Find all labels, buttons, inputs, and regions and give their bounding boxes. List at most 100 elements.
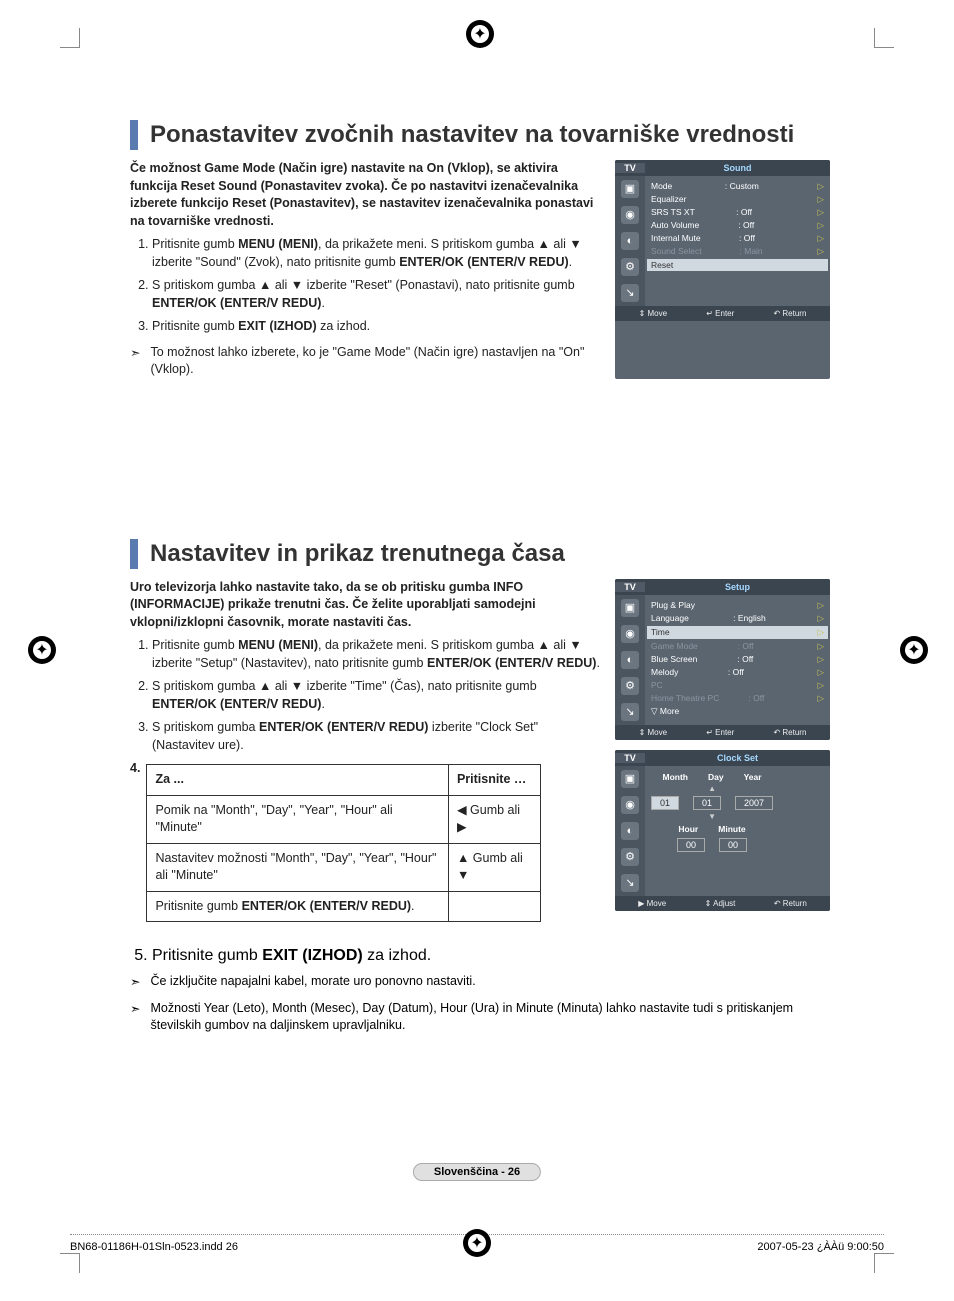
note-arrow-icon: ➣: [130, 974, 140, 992]
clock-value-minute[interactable]: 00: [719, 838, 747, 852]
tv-label: TV: [615, 753, 645, 763]
menu-row[interactable]: Blue Screen: Off▷: [651, 653, 824, 666]
footer-enter: ↵ Enter: [706, 309, 734, 318]
footer-timestamp: 2007-05-23 ¿ÀÀü 9:00:50: [757, 1241, 884, 1253]
registration-mark-bottom: [463, 1229, 491, 1257]
registration-mark-top: [466, 20, 494, 48]
menu-title: Setup: [645, 582, 830, 592]
input-icon: ↘: [621, 874, 639, 892]
channel-icon: ◐: [621, 651, 639, 669]
menu-icon-strip: ▣ ◉ ◐ ⚙ ↘: [615, 595, 645, 725]
menu-footer: ⇕ Move ↵ Enter ↶ Return: [615, 725, 830, 740]
menu-row-highlight[interactable]: Reset: [647, 259, 828, 271]
sound-icon: ◉: [621, 206, 639, 224]
intro-text: Če možnost Game Mode (Način igre) nastav…: [130, 160, 603, 230]
section-clock-set: Nastavitev in prikaz trenutnega časa Uro…: [130, 539, 830, 1035]
arrow-down-icon: ▼: [708, 814, 716, 820]
note-arrow-icon: ➣: [130, 345, 140, 379]
setup-icon: ⚙: [621, 848, 639, 866]
footer-return: ↶ Return: [773, 309, 806, 318]
intro-text: Uro televizorja lahko nastavite tako, da…: [130, 579, 603, 632]
footer-return: ↶ Return: [773, 728, 806, 737]
crop-mark: [60, 28, 80, 48]
menu-title: Sound: [645, 163, 830, 173]
menu-row[interactable]: Sound Select: Main▷: [651, 245, 824, 258]
menu-row[interactable]: Internal Mute: Off▷: [651, 232, 824, 245]
step-item: S pritiskom gumba ▲ ali ▼ izberite "Time…: [152, 678, 603, 713]
clock-label-minute: Minute: [718, 824, 745, 834]
note-text: To možnost lahko izberete, ko je "Game M…: [150, 344, 603, 379]
steps-list-cont: Pritisnite gumb EXIT (IZHOD) za izhod.: [130, 947, 830, 965]
page-number-badge: Slovenščina - 26: [413, 1163, 541, 1181]
footer-adjust: ⇕ Adjust: [705, 899, 736, 908]
tv-menu-sound: TV Sound ▣ ◉ ◐ ⚙ ↘ Mode: Custom▷Equalize…: [615, 160, 830, 379]
sound-icon: ◉: [621, 796, 639, 814]
menu-row[interactable]: Game Mode: Off▷: [651, 640, 824, 653]
table-cell: Nastavitev možnosti "Month", "Day", "Yea…: [147, 843, 449, 891]
menu-footer: ⇕ Move ↵ Enter ↶ Return: [615, 306, 830, 321]
input-icon: ↘: [621, 284, 639, 302]
tv-menu-clock-set: TV Clock Set ▣ ◉ ◐ ⚙ ↘ Mon: [615, 750, 830, 911]
tv-menu-setup: TV Setup ▣ ◉ ◐ ⚙ ↘ Plug & Play▷Language:…: [615, 579, 830, 740]
footer-filename: BN68-01186H-01Sln-0523.indd 26: [70, 1241, 238, 1253]
arrow-up-icon: ▲: [708, 786, 716, 792]
note-text: Če izključite napajalni kabel, morate ur…: [150, 973, 475, 992]
menu-row[interactable]: Mode: Custom▷: [651, 180, 824, 193]
menu-footer: ▶ Move ⇕ Adjust ↶ Return: [615, 896, 830, 911]
title-accent: [130, 120, 138, 150]
step-item: S pritiskom gumba ENTER/OK (ENTER/V REDU…: [152, 719, 603, 754]
clock-value-year[interactable]: 2007: [735, 796, 773, 810]
menu-icon-strip: ▣ ◉ ◐ ⚙ ↘: [615, 766, 645, 896]
menu-row[interactable]: Language: English▷: [651, 612, 824, 625]
section-title: Ponastavitev zvočnih nastavitev na tovar…: [150, 121, 794, 149]
clock-value-hour[interactable]: 00: [677, 838, 705, 852]
footer-move: ⇕ Move: [639, 728, 668, 737]
menu-row[interactable]: Home Theatre PC: Off▷: [651, 692, 824, 705]
table-header: Pritisnite …: [448, 765, 541, 796]
menu-row[interactable]: Time▷: [647, 626, 828, 639]
registration-mark-right: [900, 636, 928, 664]
step-item: Pritisnite gumb MENU (MENI), da prikažet…: [152, 236, 603, 271]
step-item: Pritisnite gumb EXIT (IZHOD) za izhod.: [152, 947, 830, 965]
channel-icon: ◐: [621, 822, 639, 840]
setup-icon: ⚙: [621, 258, 639, 276]
clock-label-year: Year: [744, 772, 762, 782]
footer-return: ↶ Return: [774, 899, 807, 908]
clock-label-month: Month: [663, 772, 689, 782]
menu-row[interactable]: Equalizer▷: [651, 193, 824, 206]
section-title: Nastavitev in prikaz trenutnega časa: [150, 540, 565, 568]
menu-row[interactable]: PC▷: [651, 679, 824, 692]
menu-row[interactable]: Auto Volume: Off▷: [651, 219, 824, 232]
step-item: Pritisnite gumb EXIT (IZHOD) za izhod.: [152, 318, 603, 336]
crop-mark: [874, 28, 894, 48]
footer-move: ▶ Move: [638, 899, 666, 908]
input-icon: ↘: [621, 703, 639, 721]
picture-icon: ▣: [621, 770, 639, 788]
table-cell: ▲ Gumb ali ▼: [448, 843, 541, 891]
table-cell: ◀ Gumb ali ▶: [448, 795, 541, 843]
steps-list: Pritisnite gumb MENU (MENI), da prikažet…: [130, 637, 603, 754]
crop-mark: [60, 1253, 80, 1273]
menu-icon-strip: ▣ ◉ ◐ ⚙ ↘: [615, 176, 645, 306]
table-header: Za ...: [147, 765, 449, 796]
clock-label-day: Day: [708, 772, 724, 782]
step-item: S pritiskom gumba ▲ ali ▼ izberite "Rese…: [152, 277, 603, 312]
clock-value-month[interactable]: 01: [651, 796, 679, 810]
menu-row[interactable]: Melody: Off▷: [651, 666, 824, 679]
sound-icon: ◉: [621, 625, 639, 643]
note-text: Možnosti Year (Leto), Month (Mesec), Day…: [150, 1000, 830, 1035]
clock-value-day[interactable]: 01: [693, 796, 721, 810]
table-cell: Pomik na "Month", "Day", "Year", "Hour" …: [147, 795, 449, 843]
menu-row[interactable]: Plug & Play▷: [651, 599, 824, 612]
picture-icon: ▣: [621, 599, 639, 617]
crop-mark: [874, 1253, 894, 1273]
menu-row[interactable]: ▽ More: [651, 705, 824, 718]
menu-title: Clock Set: [645, 753, 830, 763]
table-cell: Pritisnite gumb ENTER/OK (ENTER/V REDU).: [147, 891, 449, 922]
channel-icon: ◐: [621, 232, 639, 250]
step-4-number: 4.: [130, 760, 140, 922]
menu-row[interactable]: SRS TS XT: Off▷: [651, 206, 824, 219]
step-item: Pritisnite gumb MENU (MENI), da prikažet…: [152, 637, 603, 672]
table-cell: [448, 891, 541, 922]
tv-label: TV: [615, 582, 645, 592]
